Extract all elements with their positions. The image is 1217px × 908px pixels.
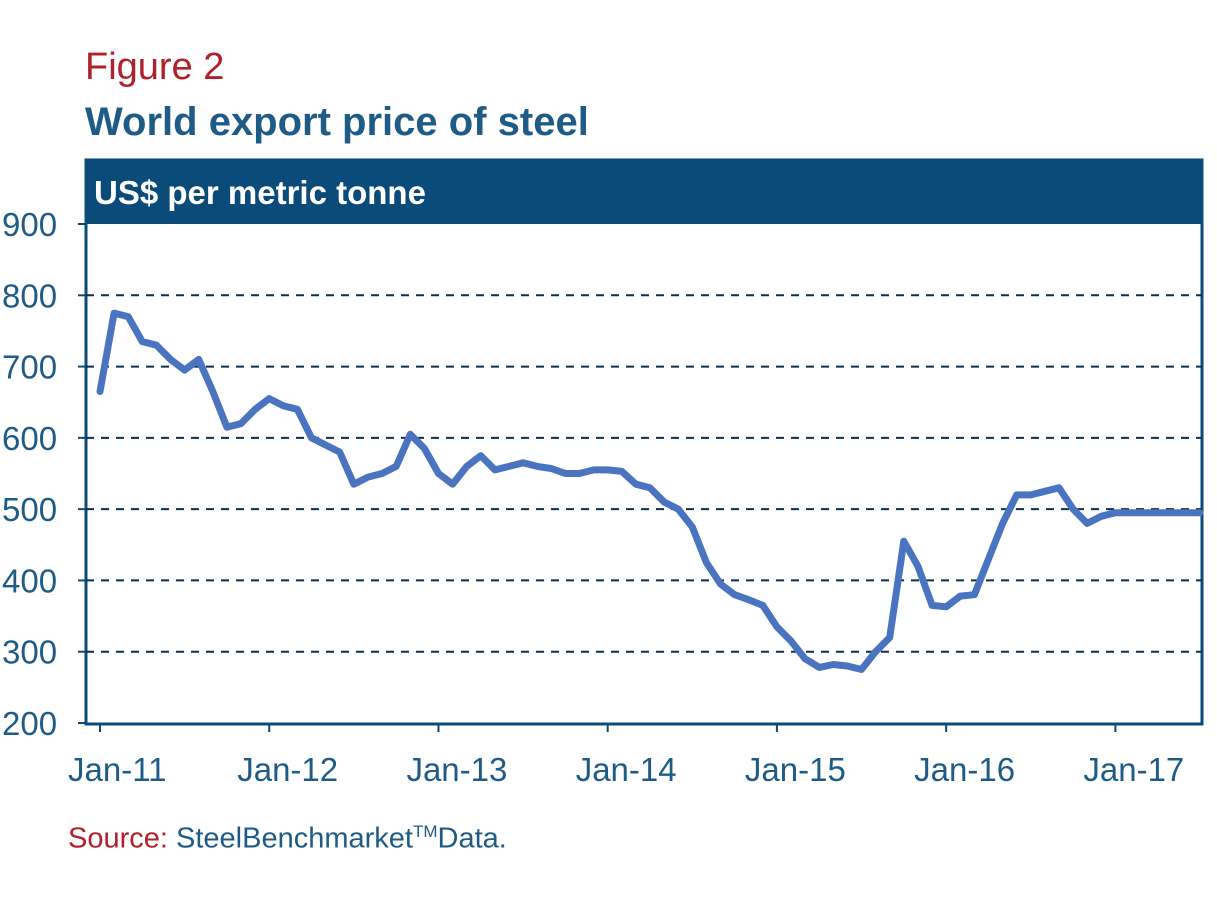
x-tick-label-Jan-15: Jan-15: [745, 751, 846, 788]
x-tick-label-Jan-11: Jan-11: [68, 751, 166, 788]
source-note: Source: SteelBenchmarketTMData.: [68, 822, 507, 856]
y-tick-label-900: 900: [2, 206, 57, 243]
y-tick-label-300: 300: [2, 634, 57, 671]
x-tick-label-Jan-16: Jan-16: [914, 751, 1015, 788]
source-suffix: Data.: [437, 822, 507, 855]
y-tick-label-800: 800: [2, 277, 57, 314]
unit-banner-label: US$ per metric tonne: [94, 174, 426, 211]
y-tick-label-500: 500: [2, 491, 57, 528]
unit-banner: [86, 160, 1202, 224]
x-tick-label-Jan-14: Jan-14: [576, 751, 677, 788]
series-group: [96, 309, 1204, 673]
price-series-line: [96, 309, 1204, 673]
y-tick-label-200: 200: [2, 705, 57, 742]
y-tick-label-600: 600: [2, 420, 57, 457]
y-tick-label-400: 400: [2, 562, 57, 599]
gridlines: [86, 294, 1202, 653]
y-axis-ticks: 200 300 400 500 600 700 800 900: [2, 206, 86, 742]
figure-label: Figure 2: [85, 46, 225, 88]
x-axis-ticks: Jan-11 Jan-12 Jan-13 Jan-14 Jan-15 Jan-16 Jan-…: [68, 723, 1184, 788]
source-name: SteelBenchmarket: [176, 822, 413, 855]
x-tick-label-Jan-13: Jan-13: [406, 751, 507, 788]
figure-title: World export price of steel: [85, 100, 589, 144]
y-tick-label-700: 700: [2, 349, 57, 386]
plot-frame: [84, 158, 1204, 726]
x-tick-label-Jan-12: Jan-12: [237, 751, 338, 788]
trademark-mark: TM: [412, 822, 438, 841]
x-tick-label-Jan-17: Jan-17: [1083, 751, 1184, 788]
source-label: Source:: [68, 822, 168, 855]
